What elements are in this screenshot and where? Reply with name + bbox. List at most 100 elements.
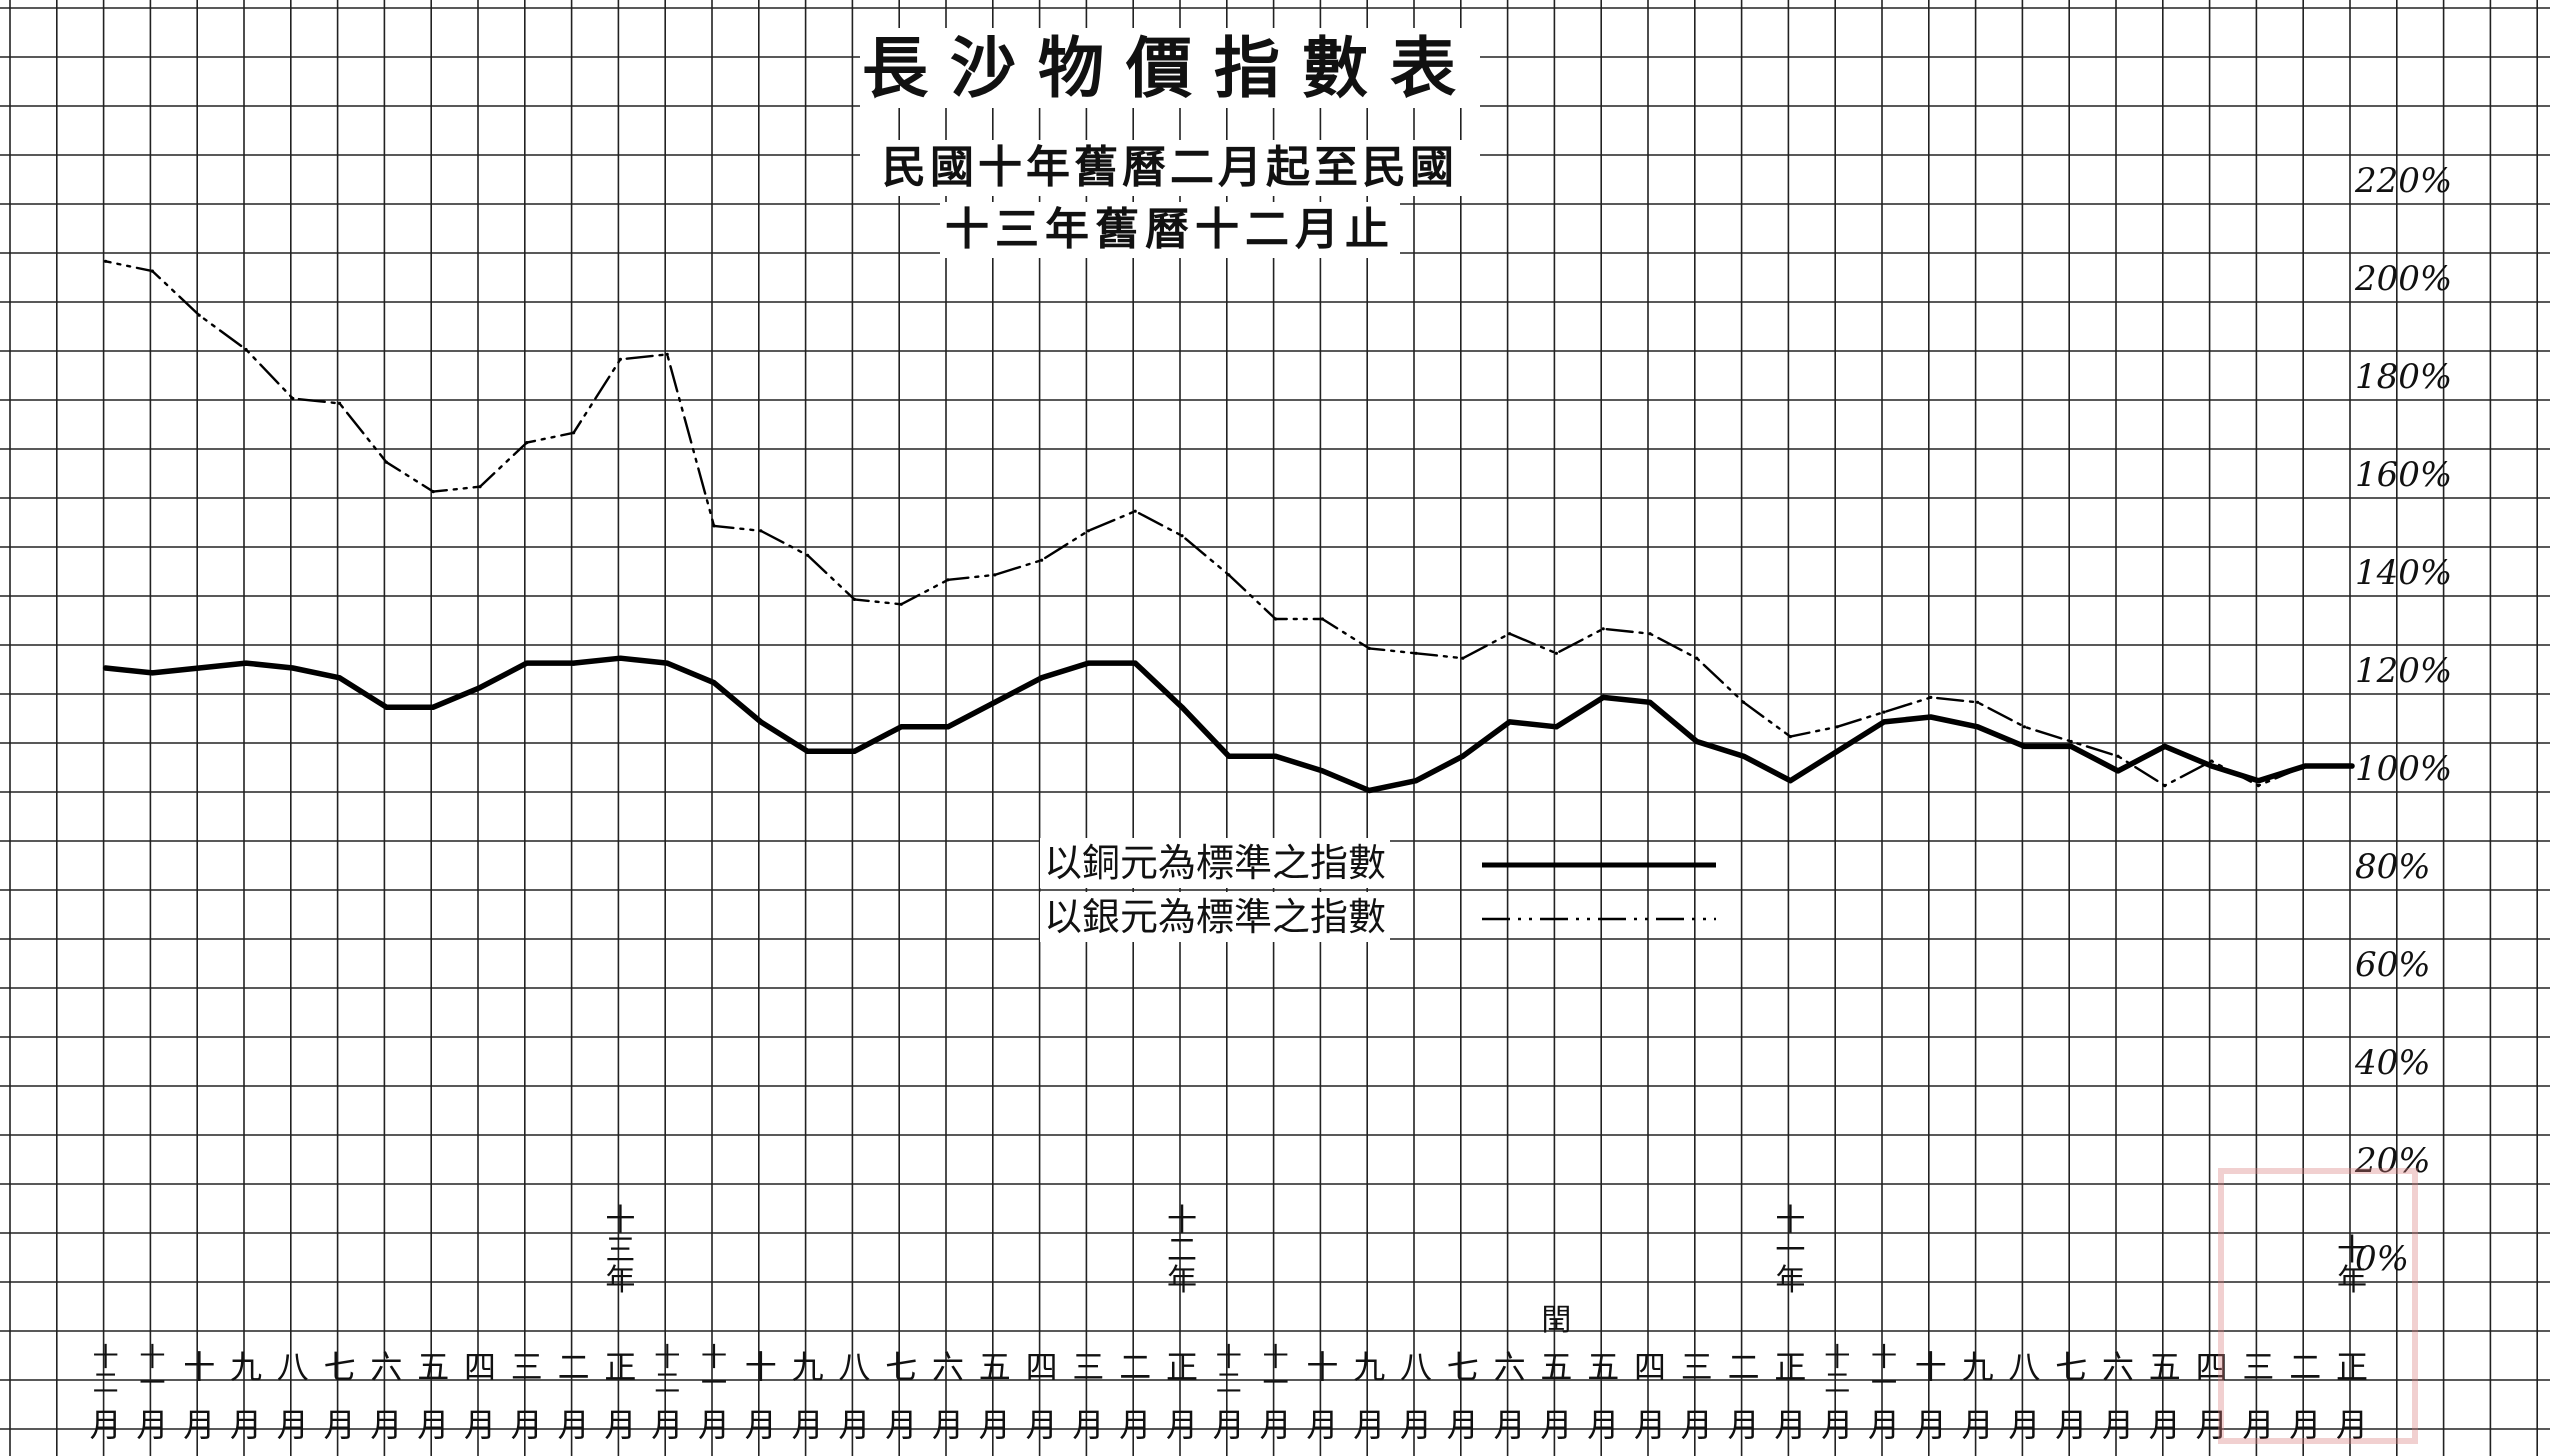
x-tick-unit: 月 bbox=[2289, 1406, 2321, 1444]
y-tick-label: 140% bbox=[2355, 553, 2452, 593]
point-copper bbox=[524, 660, 530, 666]
point-silver bbox=[712, 524, 716, 528]
x-tick-label: 十二月 bbox=[1821, 1343, 1853, 1444]
point-silver bbox=[1461, 656, 1465, 660]
x-tick-label: 十一月 bbox=[1260, 1343, 1292, 1444]
x-tick-label: 十月 bbox=[183, 1348, 215, 1444]
x-tick-unit: 月 bbox=[183, 1406, 215, 1444]
x-tick-unit: 月 bbox=[979, 1406, 1011, 1444]
point-copper bbox=[2021, 743, 2027, 750]
x-tick-month: 五 bbox=[1587, 1348, 1619, 1386]
x-tick-label: 十一月 bbox=[136, 1343, 168, 1444]
x-tick-unit: 月 bbox=[604, 1406, 636, 1444]
x-tick-unit: 月 bbox=[838, 1406, 870, 1444]
point-silver bbox=[1133, 509, 1137, 513]
point-copper bbox=[1319, 768, 1325, 774]
x-tick-unit: 月 bbox=[136, 1406, 168, 1444]
x-tick-month: 十 bbox=[1824, 1343, 1850, 1373]
x-tick-month: 五 bbox=[417, 1348, 449, 1386]
x-tick-month: 九 bbox=[230, 1348, 262, 1386]
x-tick-month: 二 bbox=[654, 1369, 680, 1399]
x-tick-month: 七 bbox=[885, 1348, 917, 1386]
x-tick-month: 二 bbox=[558, 1348, 590, 1386]
point-copper bbox=[1787, 778, 1793, 784]
point-copper bbox=[617, 655, 624, 661]
point-silver bbox=[1040, 558, 1044, 562]
point-silver bbox=[2350, 764, 2354, 768]
point-silver bbox=[1648, 632, 1652, 636]
x-tick-month: 十 bbox=[701, 1343, 727, 1373]
x-tick-label: 四月 bbox=[1026, 1348, 1058, 1444]
x-tick-label: 七月 bbox=[1447, 1348, 1479, 1444]
x-tick-label: 五月 bbox=[979, 1348, 1011, 1444]
point-silver bbox=[1601, 627, 1605, 631]
x-tick-unit: 月 bbox=[2336, 1406, 2368, 1444]
point-copper bbox=[1460, 753, 1466, 759]
x-tick-label: 五月 bbox=[2149, 1348, 2181, 1444]
point-silver bbox=[993, 573, 997, 577]
point-copper bbox=[1834, 748, 1840, 754]
point-silver bbox=[1227, 573, 1231, 577]
legend-swatch-copper bbox=[1482, 862, 1716, 868]
x-tick-unit: 月 bbox=[2242, 1406, 2274, 1444]
x-tick-month: 四 bbox=[464, 1348, 496, 1386]
x-tick-month: 四 bbox=[2196, 1348, 2228, 1386]
point-copper bbox=[337, 675, 343, 681]
x-tick-label: 閏五月 bbox=[1540, 1303, 1572, 1444]
point-copper bbox=[2162, 743, 2168, 750]
x-tick-unit: 月 bbox=[1260, 1406, 1292, 1444]
y-tick-label: 120% bbox=[2355, 651, 2452, 691]
x-tick-unit: 月 bbox=[1213, 1406, 1245, 1444]
point-copper bbox=[851, 748, 858, 754]
x-tick-unit: 月 bbox=[1119, 1406, 1151, 1444]
point-copper bbox=[758, 719, 764, 725]
point-silver bbox=[2303, 764, 2307, 768]
x-tick-unit: 月 bbox=[1962, 1406, 1994, 1444]
x-tick-unit: 月 bbox=[1026, 1406, 1058, 1444]
x-tick-label: 九月 bbox=[1353, 1348, 1385, 1444]
point-copper bbox=[1039, 675, 1045, 681]
point-copper bbox=[1741, 753, 1747, 759]
chart-title: 長沙物價指數表 bbox=[860, 28, 1480, 108]
point-silver bbox=[806, 553, 810, 557]
x-tick-unit: 月 bbox=[792, 1406, 824, 1444]
point-copper bbox=[1928, 714, 1934, 720]
x-tick-unit: 月 bbox=[1681, 1406, 1713, 1444]
x-tick-month: 四 bbox=[1026, 1348, 1058, 1386]
series-line-silver bbox=[104, 260, 2354, 787]
x-tick-unit: 月 bbox=[90, 1406, 122, 1444]
point-silver bbox=[1367, 646, 1371, 651]
x-tick-month: 九 bbox=[792, 1348, 824, 1386]
x-tick-year: 三 bbox=[605, 1233, 635, 1268]
point-silver bbox=[572, 431, 576, 435]
point-silver bbox=[478, 485, 482, 489]
x-tick-year: 十 bbox=[2337, 1233, 2367, 1268]
x-tick-label: 二月 bbox=[2289, 1348, 2321, 1444]
x-tick-month: 十 bbox=[1263, 1343, 1289, 1373]
x-tick-unit: 月 bbox=[558, 1406, 590, 1444]
x-tick-unit: 月 bbox=[2149, 1406, 2181, 1444]
x-tick-unit: 月 bbox=[2055, 1406, 2087, 1444]
x-tick-unit: 月 bbox=[324, 1406, 356, 1444]
point-silver bbox=[946, 578, 950, 582]
x-tick-label: 九月 bbox=[230, 1348, 262, 1444]
x-tick-label: 四月 bbox=[2196, 1348, 2228, 1444]
point-copper bbox=[992, 699, 998, 705]
x-tick-month: 十 bbox=[1306, 1348, 1338, 1386]
x-tick-label: 九月 bbox=[1962, 1348, 1994, 1444]
x-tick-unit: 月 bbox=[1915, 1406, 1947, 1444]
point-copper bbox=[1132, 660, 1138, 666]
x-tick-label: 二月 bbox=[558, 1348, 590, 1444]
point-copper bbox=[290, 665, 296, 671]
x-tick-unit: 月 bbox=[1447, 1406, 1479, 1444]
x-tick-month: 正 bbox=[2336, 1348, 2368, 1386]
point-copper bbox=[1881, 719, 1887, 725]
y-tick-label: 220% bbox=[2354, 161, 2452, 201]
legend-swatch-silver bbox=[1482, 917, 1716, 921]
x-tick-label: 十月 bbox=[745, 1348, 777, 1444]
point-silver bbox=[1929, 695, 1933, 700]
